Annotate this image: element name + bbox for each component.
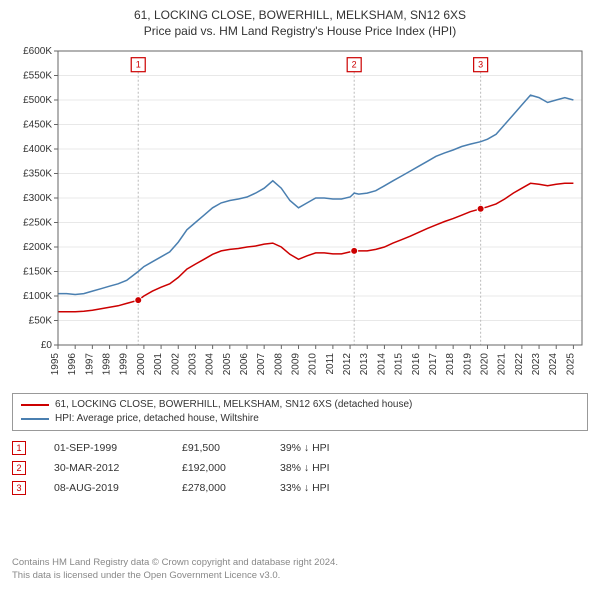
sale-point xyxy=(477,205,484,212)
y-tick-label: £350K xyxy=(23,169,52,180)
y-tick-label: £300K xyxy=(23,193,52,204)
x-tick-label: 2021 xyxy=(497,353,508,376)
sale-row-price: £278,000 xyxy=(182,482,252,494)
x-tick-label: 2013 xyxy=(359,353,370,376)
sale-row-marker: 3 xyxy=(12,481,26,495)
page-container: 61, LOCKING CLOSE, BOWERHILL, MELKSHAM, … xyxy=(0,0,600,590)
legend-swatch xyxy=(21,404,49,406)
y-tick-label: £100K xyxy=(23,291,52,302)
sale-marker-number: 1 xyxy=(136,60,141,70)
x-tick-label: 2023 xyxy=(531,353,542,376)
sale-row-date: 01-SEP-1999 xyxy=(54,442,154,454)
x-tick-label: 2008 xyxy=(273,353,284,376)
legend-row: HPI: Average price, detached house, Wilt… xyxy=(21,412,579,426)
x-tick-label: 1995 xyxy=(50,353,61,376)
x-tick-label: 2000 xyxy=(136,353,147,376)
y-tick-label: £450K xyxy=(23,120,52,131)
x-tick-label: 2012 xyxy=(342,353,353,376)
legend-box: 61, LOCKING CLOSE, BOWERHILL, MELKSHAM, … xyxy=(12,393,588,431)
sale-point xyxy=(351,248,358,255)
title-subtitle: Price paid vs. HM Land Registry's House … xyxy=(12,24,588,40)
sale-point xyxy=(135,297,142,304)
sales-row: 1 01-SEP-1999 £91,500 39% ↓ HPI xyxy=(12,441,588,455)
x-tick-label: 2016 xyxy=(411,353,422,376)
sale-row-diff: 39% ↓ HPI xyxy=(280,442,370,454)
y-tick-label: £150K xyxy=(23,267,52,278)
sale-row-price: £91,500 xyxy=(182,442,252,454)
x-tick-label: 2018 xyxy=(445,353,456,376)
x-tick-label: 2009 xyxy=(291,353,302,376)
x-tick-label: 2007 xyxy=(256,353,267,376)
chart-area: £0 £50K £100K £150K £200K £250K £300K £350K £400… xyxy=(12,45,588,385)
sales-row: 3 08-AUG-2019 £278,000 33% ↓ HPI xyxy=(12,481,588,495)
sales-row: 2 30-MAR-2012 £192,000 38% ↓ HPI xyxy=(12,461,588,475)
y-tick-label: £0 xyxy=(41,340,53,351)
x-tick-label: 2020 xyxy=(480,353,491,376)
y-tick-label: £600K xyxy=(23,46,52,57)
x-tick-label: 2002 xyxy=(170,353,181,376)
x-tick-label: 2005 xyxy=(222,353,233,376)
x-tick-label: 2001 xyxy=(153,353,164,376)
x-tick-label: 2015 xyxy=(394,353,405,376)
footer: Contains HM Land Registry data © Crown c… xyxy=(12,557,588,582)
y-tick-label: £250K xyxy=(23,218,52,229)
sale-marker-number: 2 xyxy=(352,60,357,70)
x-tick-label: 2010 xyxy=(308,353,319,376)
sale-row-price: £192,000 xyxy=(182,462,252,474)
chart-svg: £0 £50K £100K £150K £200K £250K £300K £350K £400… xyxy=(12,45,588,385)
x-tick-label: 2006 xyxy=(239,353,250,376)
x-tick-label: 2022 xyxy=(514,353,525,376)
sale-row-diff: 33% ↓ HPI xyxy=(280,482,370,494)
footer-line1: Contains HM Land Registry data © Crown c… xyxy=(12,557,588,569)
x-tick-label: 2011 xyxy=(325,353,336,375)
sale-row-marker: 2 xyxy=(12,461,26,475)
sale-row-date: 30-MAR-2012 xyxy=(54,462,154,474)
x-tick-label: 2014 xyxy=(376,353,387,376)
x-tick-label: 2003 xyxy=(187,353,198,376)
x-tick-label: 1997 xyxy=(84,353,95,376)
x-tick-label: 1998 xyxy=(102,353,113,376)
legend-label: HPI: Average price, detached house, Wilt… xyxy=(55,412,259,426)
title-block: 61, LOCKING CLOSE, BOWERHILL, MELKSHAM, … xyxy=(12,8,588,39)
y-tick-label: £50K xyxy=(29,316,53,327)
x-tick-label: 2017 xyxy=(428,353,439,376)
x-tick-label: 1999 xyxy=(119,353,130,376)
sale-row-diff: 38% ↓ HPI xyxy=(280,462,370,474)
legend-row: 61, LOCKING CLOSE, BOWERHILL, MELKSHAM, … xyxy=(21,398,579,412)
legend-label: 61, LOCKING CLOSE, BOWERHILL, MELKSHAM, … xyxy=(55,398,412,412)
sale-marker-number: 3 xyxy=(478,60,483,70)
x-tick-label: 2024 xyxy=(548,353,559,376)
y-tick-label: £550K xyxy=(23,71,52,82)
footer-line2: This data is licensed under the Open Gov… xyxy=(12,570,588,582)
title-address: 61, LOCKING CLOSE, BOWERHILL, MELKSHAM, … xyxy=(12,8,588,24)
y-tick-label: £400K xyxy=(23,144,52,155)
x-tick-label: 2004 xyxy=(205,353,216,376)
y-tick-label: £200K xyxy=(23,242,52,253)
x-tick-label: 2019 xyxy=(462,353,473,376)
legend-swatch xyxy=(21,418,49,420)
sale-row-date: 08-AUG-2019 xyxy=(54,482,154,494)
x-tick-label: 1996 xyxy=(67,353,78,376)
y-tick-label: £500K xyxy=(23,95,52,106)
sales-table: 1 01-SEP-1999 £91,500 39% ↓ HPI 2 30-MAR-2012… xyxy=(12,441,588,501)
x-tick-label: 2025 xyxy=(565,353,576,376)
series-hpi xyxy=(58,95,573,294)
sale-row-marker: 1 xyxy=(12,441,26,455)
